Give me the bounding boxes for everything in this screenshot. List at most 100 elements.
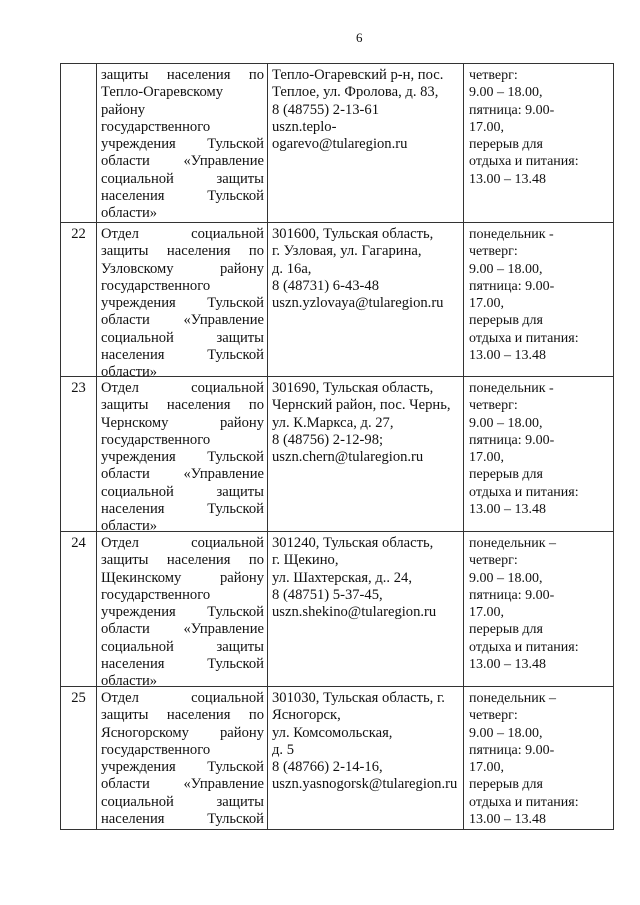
- cell-line: Отдел социальной: [101, 690, 264, 706]
- table-row: 25 Отдел социальной защиты населения по Ясн…: [60, 686, 614, 830]
- cell-line: области»: [101, 518, 158, 535]
- cell-line: перерыв для: [469, 313, 543, 329]
- cell-line: пятница: 9.00-: [469, 102, 555, 118]
- cell-line: защиты населения по: [101, 397, 264, 414]
- organization-cell: Отдел социальной защиты населения по Ясног…: [97, 687, 268, 829]
- cell-line: 13.00 – 13.48: [469, 657, 546, 673]
- cell-line: 301690, Тульская область,: [272, 380, 434, 396]
- cell-line: д. 16а,: [272, 260, 312, 277]
- cell-line: области «Управление: [101, 312, 264, 329]
- cell-line: понедельник -: [469, 227, 554, 242]
- cell-line: пятница: 9.00-: [469, 587, 555, 603]
- cell-line: пятница: 9.00-: [469, 432, 555, 448]
- cell-line: социальной защиты: [101, 483, 264, 500]
- row-number-text: 25: [71, 690, 86, 706]
- cell-line: области «Управление: [101, 466, 264, 483]
- cell-line: области»: [101, 673, 158, 690]
- row-number: 22: [61, 223, 97, 376]
- cell-line: защиты населения по: [101, 243, 264, 260]
- cell-line: 13.00 – 13.48: [469, 812, 546, 828]
- organization-cell: Отдел социальной защиты населения по Чернс…: [97, 377, 268, 534]
- table-row: 22 Отдел социальной защиты населения по Узл…: [60, 222, 614, 380]
- cell-line: 17.00,: [469, 119, 504, 135]
- cell-line: социальной защиты: [101, 638, 264, 655]
- cell-line: 301030, Тульская область, г.: [272, 690, 445, 706]
- cell-line: 9.00 – 18.00,: [469, 261, 543, 277]
- cell-line: району: [101, 101, 145, 118]
- row-number: [61, 64, 97, 222]
- cell-line: 8 (48766) 2-14-16,: [272, 759, 383, 776]
- cell-line: области «Управление: [101, 153, 264, 170]
- organization-cell: Отдел социальной защиты населения по Узлов…: [97, 223, 268, 380]
- cell-line: 9.00 – 18.00,: [469, 570, 543, 586]
- cell-line: uszn.shekino@tularegion.ru: [272, 604, 437, 621]
- cell-line: 17.00,: [469, 760, 504, 776]
- cell-line: государственного: [101, 118, 211, 135]
- cell-line: населения Тульской: [101, 188, 264, 205]
- cell-line: понедельник –: [469, 691, 557, 706]
- hours-cell: понедельник - четверг: 9.00 – 18.00, пятниц…: [464, 223, 613, 376]
- cell-line: учреждения Тульской: [101, 604, 264, 621]
- cell-line: социальной защиты: [101, 329, 264, 346]
- hours-cell: четверг: 9.00 – 18.00, пятница: 9.00- 17.00…: [464, 64, 613, 222]
- cell-line: государственного: [101, 741, 211, 758]
- address-cell: Тепло-Огаревский р-н, пос. Теплое, ул. Фр…: [268, 64, 464, 222]
- organization-cell: защиты населения по Тепло-Огаревскому райо…: [97, 64, 268, 222]
- cell-line: понедельник –: [469, 536, 557, 551]
- cell-line: государственного: [101, 277, 211, 294]
- cell-line: Ясногорск,: [272, 707, 341, 724]
- row-number-text: 22: [71, 226, 86, 242]
- address-cell: 301240, Тульская область, г. Щекино, ул. Ш…: [268, 532, 464, 686]
- cell-line: 8 (48731) 6-43-48: [272, 277, 380, 294]
- cell-line: 13.00 – 13.48: [469, 171, 546, 187]
- cell-line: отдыха и питания:: [469, 484, 579, 500]
- hours-cell: понедельник – четверг: 9.00 – 18.00, пятниц…: [464, 687, 613, 829]
- address-cell: 301030, Тульская область, г. Ясногорск, ул…: [268, 687, 464, 829]
- cell-line: области»: [101, 205, 158, 222]
- row-number: 25: [61, 687, 97, 829]
- cell-line: Щекинскому району: [101, 569, 264, 586]
- cell-line: 301600, Тульская область,: [272, 226, 434, 242]
- cell-line: 9.00 – 18.00,: [469, 415, 543, 431]
- cell-line: 301240, Тульская область,: [272, 535, 434, 551]
- cell-line: понедельник -: [469, 381, 554, 396]
- cell-line: четверг:: [469, 68, 518, 83]
- cell-line: 17.00,: [469, 605, 504, 621]
- cell-line: Тепло-Огаревскому: [101, 84, 224, 101]
- cell-line: государственного: [101, 586, 211, 603]
- cell-line: г. Щекино,: [272, 552, 339, 569]
- cell-line: Отдел социальной: [101, 535, 264, 551]
- cell-line: 9.00 – 18.00,: [469, 725, 543, 741]
- hours-cell: понедельник – четверг: 9.00 – 18.00, пятниц…: [464, 532, 613, 686]
- cell-line: Тепло-Огаревский р-н, пос.: [272, 67, 444, 83]
- row-number-text: 23: [71, 380, 86, 396]
- table-row: 23 Отдел социальной защиты населения по Чер…: [60, 376, 614, 534]
- cell-line: отдыха и питания:: [469, 794, 579, 810]
- cell-line: г. Узловая, ул. Гагарина,: [272, 243, 422, 260]
- cell-line: 17.00,: [469, 450, 504, 466]
- cell-line: защиты населения по: [101, 67, 264, 83]
- cell-line: ogarevo@tularegion.ru: [272, 136, 408, 153]
- cell-line: учреждения Тульской: [101, 759, 264, 776]
- cell-line: 8 (48751) 5-37-45,: [272, 586, 383, 603]
- cell-line: 8 (48755) 2-13-61: [272, 101, 380, 118]
- row-number: 23: [61, 377, 97, 531]
- cell-line: населения Тульской: [101, 501, 264, 518]
- cell-line: перерыв для: [469, 622, 543, 638]
- table-row: 24 Отдел социальной защиты населения по Щек…: [60, 531, 614, 689]
- cell-line: населения Тульской: [101, 656, 264, 673]
- cell-line: ул. К.Маркса, д. 27,: [272, 414, 394, 431]
- cell-line: социальной защиты: [101, 170, 264, 187]
- cell-line: четверг:: [469, 553, 518, 569]
- cell-line: перерыв для: [469, 777, 543, 793]
- cell-line: Чернскому району: [101, 414, 264, 431]
- cell-line: четверг:: [469, 244, 518, 260]
- cell-line: защиты населения по: [101, 707, 264, 724]
- cell-line: uszn.yzlovaya@tularegion.ru: [272, 295, 444, 312]
- cell-line: uszn.yasnogorsk@tularegion.ru: [272, 776, 458, 793]
- cell-line: социальной защиты: [101, 793, 264, 810]
- cell-line: населения Тульской: [101, 347, 264, 364]
- cell-line: пятница: 9.00-: [469, 742, 555, 758]
- cell-line: Чернский район, пос. Чернь,: [272, 397, 451, 414]
